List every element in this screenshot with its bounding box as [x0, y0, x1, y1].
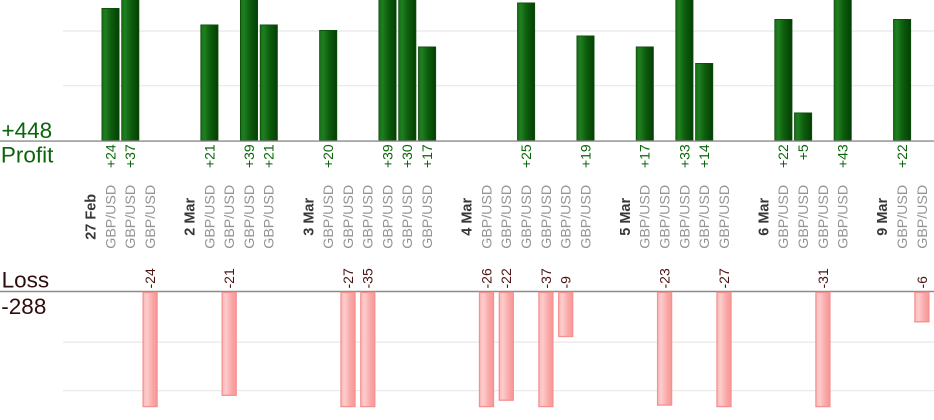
- svg-text:27 Feb: 27 Feb: [84, 194, 100, 240]
- svg-text:GBP/USD: GBP/USD: [539, 185, 555, 249]
- svg-text:-26: -26: [478, 268, 494, 288]
- svg-text:+24: +24: [102, 144, 118, 168]
- svg-text:GBP/USD: GBP/USD: [479, 185, 495, 249]
- svg-text:GBP/USD: GBP/USD: [915, 185, 931, 249]
- svg-text:+37: +37: [122, 144, 138, 168]
- svg-text:GBP/USD: GBP/USD: [717, 185, 733, 249]
- svg-text:-27: -27: [716, 268, 732, 288]
- svg-text:-288: -288: [1, 294, 46, 319]
- svg-text:GBP/USD: GBP/USD: [222, 185, 238, 249]
- svg-text:+5: +5: [795, 144, 811, 160]
- svg-text:+19: +19: [577, 144, 593, 168]
- svg-text:GBP/USD: GBP/USD: [143, 185, 159, 249]
- svg-text:6 Mar: 6 Mar: [757, 198, 773, 236]
- svg-text:5 Mar: 5 Mar: [618, 198, 634, 236]
- svg-text:GBP/USD: GBP/USD: [658, 185, 674, 249]
- svg-text:9 Mar: 9 Mar: [875, 198, 891, 236]
- svg-text:-31: -31: [815, 268, 831, 288]
- svg-text:+33: +33: [676, 144, 692, 168]
- svg-text:-23: -23: [657, 268, 673, 288]
- svg-text:+20: +20: [320, 144, 336, 168]
- svg-text:GBP/USD: GBP/USD: [776, 185, 792, 249]
- svg-text:GBP/USD: GBP/USD: [103, 185, 119, 249]
- svg-text:+448: +448: [2, 118, 53, 143]
- svg-text:+25: +25: [518, 144, 534, 168]
- svg-text:-37: -37: [538, 268, 554, 288]
- svg-text:+39: +39: [241, 144, 257, 168]
- svg-text:+22: +22: [775, 144, 791, 168]
- svg-text:-24: -24: [142, 268, 158, 288]
- svg-text:3 Mar: 3 Mar: [301, 198, 317, 236]
- svg-text:GBP/USD: GBP/USD: [816, 185, 832, 249]
- svg-text:GBP/USD: GBP/USD: [638, 185, 654, 249]
- svg-text:GBP/USD: GBP/USD: [677, 185, 693, 249]
- svg-text:-27: -27: [340, 268, 356, 288]
- svg-text:-21: -21: [221, 268, 237, 288]
- svg-text:GBP/USD: GBP/USD: [836, 185, 852, 249]
- svg-text:GBP/USD: GBP/USD: [796, 185, 812, 249]
- svg-text:GBP/USD: GBP/USD: [321, 185, 337, 249]
- svg-text:GBP/USD: GBP/USD: [420, 185, 436, 249]
- svg-text:GBP/USD: GBP/USD: [519, 185, 535, 249]
- svg-text:GBP/USD: GBP/USD: [123, 185, 139, 249]
- svg-text:+21: +21: [261, 144, 277, 168]
- svg-text:+17: +17: [419, 144, 435, 168]
- svg-text:Loss: Loss: [2, 268, 50, 293]
- svg-text:GBP/USD: GBP/USD: [697, 185, 713, 249]
- svg-text:GBP/USD: GBP/USD: [262, 185, 278, 249]
- svg-text:+39: +39: [379, 144, 395, 168]
- svg-text:GBP/USD: GBP/USD: [499, 185, 515, 249]
- svg-text:-35: -35: [360, 268, 376, 288]
- svg-text:GBP/USD: GBP/USD: [559, 185, 575, 249]
- svg-text:+17: +17: [637, 144, 653, 168]
- svg-text:+30: +30: [399, 144, 415, 168]
- svg-text:Profit: Profit: [1, 143, 54, 168]
- svg-text:-6: -6: [914, 276, 930, 289]
- svg-text:+21: +21: [201, 144, 217, 168]
- svg-text:GBP/USD: GBP/USD: [380, 185, 396, 249]
- svg-text:GBP/USD: GBP/USD: [242, 185, 258, 249]
- svg-text:2 Mar: 2 Mar: [183, 198, 199, 236]
- svg-text:+14: +14: [696, 144, 712, 168]
- svg-text:GBP/USD: GBP/USD: [578, 185, 594, 249]
- svg-text:GBP/USD: GBP/USD: [400, 185, 416, 249]
- svg-text:+43: +43: [835, 144, 851, 168]
- svg-text:+22: +22: [894, 144, 910, 168]
- svg-text:-22: -22: [498, 268, 514, 288]
- svg-text:GBP/USD: GBP/USD: [341, 185, 357, 249]
- svg-text:-9: -9: [558, 276, 574, 289]
- svg-text:GBP/USD: GBP/USD: [361, 185, 377, 249]
- svg-text:GBP/USD: GBP/USD: [202, 185, 218, 249]
- svg-text:GBP/USD: GBP/USD: [895, 185, 911, 249]
- svg-text:4 Mar: 4 Mar: [460, 198, 476, 236]
